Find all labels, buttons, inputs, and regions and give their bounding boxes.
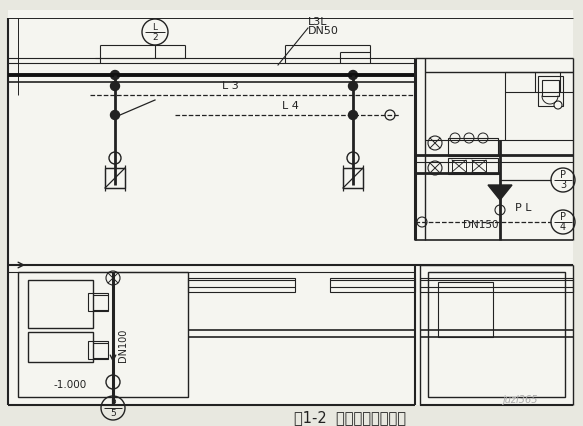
Circle shape	[106, 375, 120, 389]
Text: P: P	[560, 170, 566, 181]
Text: L 4: L 4	[282, 101, 298, 111]
Text: -1.000: -1.000	[54, 380, 87, 390]
Text: L 3: L 3	[222, 81, 238, 91]
Text: 2: 2	[152, 33, 158, 42]
Text: DN150: DN150	[463, 220, 498, 230]
Bar	[88, 293, 108, 311]
Bar	[28, 280, 93, 328]
Text: 5: 5	[110, 409, 116, 417]
Bar	[420, 278, 573, 292]
Bar	[28, 332, 93, 362]
Text: DN50: DN50	[308, 26, 339, 36]
Text: DN100: DN100	[118, 328, 128, 362]
Circle shape	[349, 110, 357, 120]
Bar	[105, 168, 125, 188]
Circle shape	[385, 110, 395, 120]
Polygon shape	[488, 185, 512, 200]
Circle shape	[349, 70, 357, 80]
Bar	[448, 158, 498, 174]
Bar	[18, 272, 188, 397]
Text: 3: 3	[560, 180, 566, 190]
Text: P L: P L	[515, 203, 532, 213]
Bar	[188, 278, 295, 292]
Text: 图1-2  室内给排水平面图: 图1-2 室内给排水平面图	[294, 411, 406, 426]
Bar	[88, 341, 108, 359]
Circle shape	[111, 70, 120, 80]
Bar	[438, 282, 493, 337]
Circle shape	[111, 110, 120, 120]
Circle shape	[349, 81, 357, 90]
Circle shape	[495, 205, 505, 215]
Bar	[448, 138, 498, 156]
Circle shape	[554, 101, 562, 109]
Text: P: P	[560, 213, 566, 222]
Bar	[452, 160, 466, 172]
Bar	[542, 80, 559, 96]
Bar	[428, 272, 565, 397]
Text: P: P	[110, 399, 115, 408]
Text: 4: 4	[560, 222, 566, 232]
Bar	[343, 168, 363, 188]
Circle shape	[109, 152, 121, 164]
Text: L3L: L3L	[308, 17, 328, 27]
Bar	[330, 278, 415, 292]
Text: L: L	[153, 23, 157, 32]
Text: juzl365: juzl365	[502, 395, 538, 405]
Circle shape	[417, 217, 427, 227]
Bar	[472, 160, 486, 172]
Bar	[538, 76, 563, 106]
Circle shape	[111, 81, 120, 90]
Circle shape	[347, 152, 359, 164]
